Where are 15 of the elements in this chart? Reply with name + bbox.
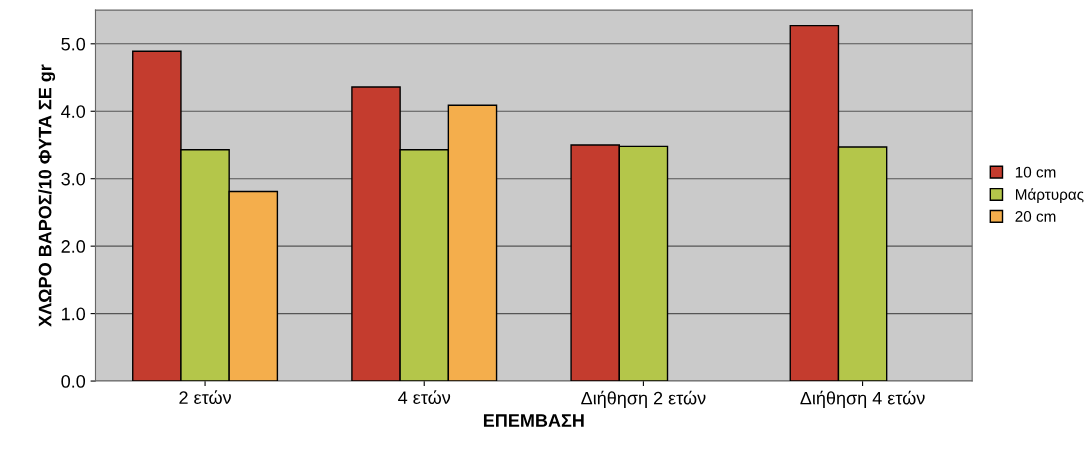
x-tick-label: Διήθηση 4 ετών: [800, 390, 925, 409]
x-tick-label: Διήθηση 2 ετών: [581, 390, 706, 409]
x-axis-title: ΕΠΕΜΒΑΣΗ: [483, 414, 584, 427]
x-tick-label: 2 ετών: [179, 390, 231, 405]
y-tick-label: 0.0: [61, 374, 86, 388]
legend-label: 20 cm: [1015, 211, 1056, 222]
y-tick-label: 2.0: [61, 240, 86, 253]
legend-label: Μάρτυρας: [1015, 188, 1084, 203]
y-tick-label: 4.0: [61, 105, 86, 118]
y-tick-label: 3.0: [61, 172, 86, 186]
legend-label: 10 cm: [1015, 166, 1056, 178]
y-tick-label: 5.0: [61, 37, 86, 51]
y-tick-label: 1.0: [62, 307, 86, 321]
y-axis-title: ΧΛΩΡΟ ΒΑΡΟΣ/10 ΦΥΤΑ ΣΕ gr: [38, 64, 56, 327]
x-tick-label: 4 ετών: [398, 390, 451, 405]
